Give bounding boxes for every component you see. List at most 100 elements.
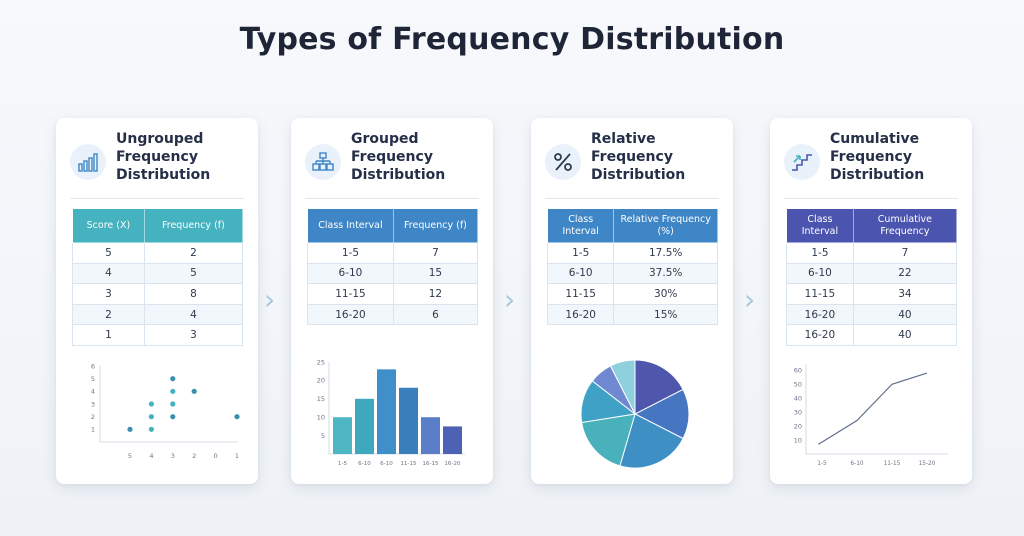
y-tick-label: 5	[91, 375, 95, 383]
table-header-cell: Cumulative Frequency	[852, 208, 958, 243]
x-tick-label: 16-15	[422, 461, 439, 467]
table-row: 6-10 15	[307, 262, 479, 285]
card-title-line: Grouped	[351, 131, 419, 147]
card-title-line: Ungrouped	[116, 131, 204, 147]
data-point	[148, 414, 154, 420]
card-title-line: Frequency	[591, 149, 673, 165]
table-cell: 40	[852, 303, 958, 326]
table-row: 1-5 17.5%	[546, 242, 718, 264]
hierarchy-icon	[305, 144, 341, 180]
x-tick-label: 1-5	[338, 461, 348, 467]
y-tick-label: 50	[794, 381, 802, 389]
table-cell: 22	[852, 262, 958, 285]
y-tick-label: 20	[317, 377, 325, 385]
divider	[305, 198, 479, 199]
histogram: 5 10 15 20 25 1-5 6-10 6-10 11-15 16-15 16-20	[301, 358, 483, 478]
table-cell: 1-5	[546, 242, 615, 264]
bar-chart-icon	[70, 144, 106, 180]
y-tick-label: 2	[91, 413, 95, 421]
chevron-right-icon: ›	[264, 283, 276, 316]
card-title-line: Cumulative	[830, 131, 920, 147]
data-point	[191, 388, 197, 394]
table-row: 11-15 30%	[546, 283, 718, 305]
x-tick-label: 6-10	[358, 461, 371, 467]
card-title-line: Distribution	[830, 167, 925, 183]
y-tick-label: 5	[321, 432, 325, 440]
card-title-line: Relative	[591, 131, 656, 147]
table-cell: 17.5%	[613, 242, 718, 264]
table-row: 16-20 6	[307, 303, 479, 326]
y-tick-label: 3	[91, 400, 95, 408]
table-cell: 5	[143, 262, 244, 285]
card-title-line: Frequency	[351, 149, 433, 165]
y-tick-label: 40	[794, 395, 802, 403]
table-cell: 2	[143, 242, 244, 264]
table-cell: 6-10	[546, 262, 615, 285]
table-cell: 11-15	[786, 283, 854, 305]
card-header: Relative Frequency Distribution	[545, 130, 725, 194]
data-point	[170, 388, 176, 394]
table-row: 6-10 37.5%	[546, 262, 718, 285]
table-cell: 5	[72, 242, 145, 264]
histogram-bar	[333, 417, 352, 454]
card-title-line: Distribution	[116, 167, 211, 183]
x-tick-label: 1	[235, 452, 239, 460]
divider	[545, 198, 719, 199]
x-tick-label: 0	[214, 452, 218, 460]
card-title-line: Frequency	[116, 149, 198, 165]
histogram-bar	[421, 417, 440, 454]
table-row: 6-10 22	[786, 262, 958, 285]
chevron-right-icon: ›	[744, 283, 756, 316]
histogram-bar	[399, 387, 418, 454]
table-cell: 6-10	[786, 262, 854, 285]
table-cell: 1	[72, 324, 145, 346]
table-header-cell: Class Interval	[307, 208, 394, 243]
table-row: 16-20 15%	[546, 303, 718, 326]
card-title-line: Distribution	[591, 167, 686, 183]
table-header-cell: Relative Frequency (%)	[613, 208, 718, 243]
table-header-cell: Frequency (f)	[143, 208, 244, 243]
x-tick-label: 11-15	[884, 461, 901, 467]
data-point	[170, 401, 176, 407]
card-grouped: Grouped Frequency Distribution Class Int…	[291, 118, 493, 484]
card-title-line: Distribution	[351, 167, 446, 183]
pie-slice	[634, 359, 684, 415]
table-cell: 30%	[613, 283, 718, 305]
card-header: Cumulative Frequency Distribution	[784, 130, 964, 194]
percent-icon	[545, 144, 581, 180]
table-cell: 16-20	[307, 303, 394, 326]
x-tick-label: 2	[192, 452, 196, 460]
table-cell: 2	[72, 303, 145, 326]
table-cell: 6-10	[307, 262, 394, 285]
cumulative-line	[818, 372, 928, 445]
y-tick-label: 6	[91, 362, 95, 370]
x-tick-label: 6-10	[380, 461, 393, 467]
dot-plot: 1 2 3 4 5 6 5 4 3 2 0 1	[66, 358, 248, 478]
table-cell: 8	[143, 283, 244, 305]
table-cell: 40	[852, 324, 958, 346]
x-tick-label: 5	[128, 452, 132, 460]
table-row: 16-20 40	[786, 303, 958, 326]
data-point	[234, 414, 240, 420]
pie-slice	[633, 388, 690, 440]
table-header-cell: Class Interval	[546, 208, 615, 243]
frequency-table: Class Interval Cumulative Frequency 1-5 7 6-…	[786, 208, 958, 346]
page-title: Types of Frequency Distribution	[239, 22, 785, 57]
histogram-bar	[355, 398, 374, 454]
data-point	[170, 376, 176, 382]
card-header: Grouped Frequency Distribution	[305, 130, 485, 194]
table-cell: 37.5%	[613, 262, 718, 285]
x-tick-label: 11-15	[400, 461, 417, 467]
x-tick-label: 3	[171, 452, 175, 460]
table-cell: 15%	[613, 303, 718, 326]
pie-slice	[619, 413, 684, 469]
table-row: 11-15 12	[307, 283, 479, 305]
table-cell: 4	[143, 303, 244, 326]
table-row: 11-15 34	[786, 283, 958, 305]
table-cell: 1-5	[786, 242, 854, 264]
table-cell: 3	[72, 283, 145, 305]
table-row: 16-20 40	[786, 324, 958, 346]
table-row: 1-5 7	[786, 242, 958, 264]
y-tick-label: 15	[317, 395, 325, 403]
